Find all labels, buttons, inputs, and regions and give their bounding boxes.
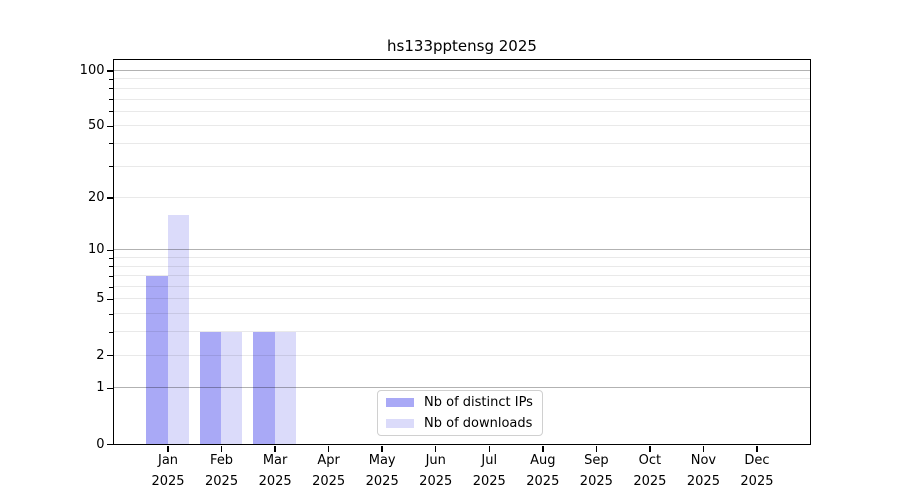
y-minor-tick-mark bbox=[109, 111, 113, 113]
minor-gridline bbox=[114, 165, 810, 167]
legend-label-distinct-ips: Nb of distinct IPs bbox=[424, 395, 533, 410]
bar-distinct-ips bbox=[199, 331, 222, 444]
x-tick-label: Sep 2025 bbox=[579, 453, 613, 489]
y-tick-label: 2 bbox=[96, 347, 105, 363]
x-tick-label: May 2025 bbox=[365, 453, 399, 489]
y-minor-tick-mark bbox=[109, 257, 113, 259]
x-tick-mark bbox=[274, 446, 276, 452]
x-tick-mark bbox=[649, 446, 651, 452]
y-minor-tick-mark bbox=[109, 331, 113, 333]
x-tick-mark bbox=[488, 446, 491, 452]
x-tick-label: Jan 2025 bbox=[151, 453, 185, 489]
major-gridline bbox=[114, 70, 810, 71]
minor-gridline bbox=[114, 331, 810, 333]
x-tick-label: Dec 2025 bbox=[740, 453, 774, 489]
x-tick-mark bbox=[702, 446, 705, 452]
x-tick-mark bbox=[381, 446, 383, 452]
y-minor-tick-mark bbox=[109, 298, 113, 300]
x-tick-label: Oct 2025 bbox=[633, 453, 667, 489]
y-tick-label: 50 bbox=[87, 118, 105, 134]
major-gridline bbox=[114, 249, 810, 251]
y-minor-tick-mark bbox=[109, 275, 113, 277]
x-tick-mark bbox=[595, 446, 598, 452]
y-minor-tick-mark bbox=[109, 99, 113, 101]
y-minor-tick-mark bbox=[109, 197, 113, 199]
minor-gridline bbox=[114, 275, 810, 277]
minor-gridline bbox=[114, 98, 810, 100]
x-tick-label: Jul 2025 bbox=[472, 453, 506, 489]
y-minor-tick-mark bbox=[109, 286, 113, 288]
minor-gridline bbox=[114, 298, 810, 300]
y-tick-label: 100 bbox=[79, 63, 105, 78]
legend-row-distinct-ips: Nb of distinct IPs bbox=[378, 394, 542, 411]
minor-gridline bbox=[114, 257, 810, 259]
chart-title: hs133pptensg 2025 bbox=[387, 37, 537, 55]
y-minor-tick-mark bbox=[109, 78, 113, 80]
y-tick-label: 10 bbox=[87, 242, 105, 258]
y-minor-tick-mark bbox=[109, 355, 113, 357]
grid-layer bbox=[114, 60, 810, 444]
minor-gridline bbox=[114, 313, 810, 315]
downloads-swatch-icon bbox=[386, 419, 414, 428]
bars-layer bbox=[114, 60, 810, 444]
minor-gridline bbox=[114, 286, 810, 288]
y-tick-label: 5 bbox=[96, 291, 105, 307]
y-minor-tick-mark bbox=[109, 88, 113, 90]
bar-distinct-ips bbox=[253, 331, 275, 444]
x-tick-label: Mar 2025 bbox=[258, 453, 292, 489]
y-tick-label: 20 bbox=[87, 190, 105, 206]
bar-distinct-ips bbox=[146, 275, 168, 444]
minor-gridline bbox=[114, 265, 810, 267]
minor-gridline bbox=[114, 142, 810, 144]
x-tick-mark bbox=[167, 446, 169, 452]
distinct-ips-swatch-icon bbox=[386, 398, 414, 407]
x-tick-mark bbox=[542, 446, 544, 452]
minor-gridline bbox=[114, 78, 810, 80]
x-tick-label: Apr 2025 bbox=[312, 453, 346, 489]
y-tick-mark bbox=[106, 443, 113, 446]
x-tick-mark bbox=[434, 446, 437, 452]
legend-label-downloads: Nb of downloads bbox=[424, 416, 533, 431]
x-tick-label: Aug 2025 bbox=[526, 453, 560, 489]
legend-row-downloads: Nb of downloads bbox=[378, 415, 542, 432]
y-tick-mark bbox=[106, 249, 113, 252]
minor-gridline bbox=[114, 197, 810, 199]
x-tick-label: Feb 2025 bbox=[205, 453, 239, 489]
y-tick-mark bbox=[106, 387, 113, 390]
bar-downloads bbox=[274, 331, 297, 444]
bar-downloads bbox=[221, 331, 243, 444]
major-gridline bbox=[114, 387, 810, 389]
bar-downloads bbox=[167, 214, 189, 444]
x-tick-mark bbox=[220, 446, 223, 452]
y-minor-tick-mark bbox=[109, 313, 113, 315]
minor-gridline bbox=[114, 125, 810, 127]
y-tick-label: 1 bbox=[96, 380, 105, 396]
y-minor-tick-mark bbox=[109, 266, 113, 268]
minor-gridline bbox=[114, 87, 810, 89]
legend: Nb of distinct IPs Nb of downloads bbox=[377, 390, 543, 436]
x-tick-mark bbox=[756, 446, 758, 452]
y-minor-tick-mark bbox=[109, 143, 113, 145]
y-minor-tick-mark bbox=[109, 125, 113, 127]
minor-gridline bbox=[114, 110, 810, 112]
plot-area bbox=[113, 59, 811, 445]
x-tick-mark bbox=[327, 446, 330, 452]
x-tick-label: Nov 2025 bbox=[686, 453, 720, 489]
minor-gridline bbox=[114, 354, 810, 356]
x-tick-label: Jun 2025 bbox=[419, 453, 453, 489]
y-minor-tick-mark bbox=[109, 166, 113, 168]
y-tick-label: 0 bbox=[96, 436, 105, 452]
y-tick-mark bbox=[106, 70, 113, 72]
